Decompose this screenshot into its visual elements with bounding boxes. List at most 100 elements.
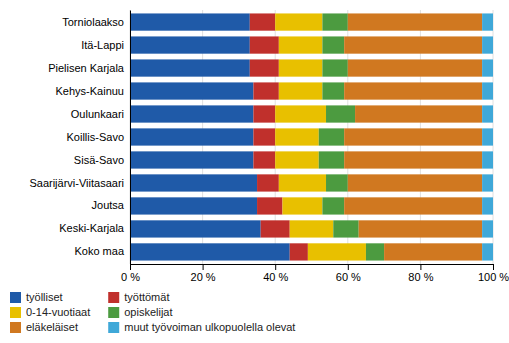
legend-label: muut työvoiman ulkopuolella olevat	[124, 321, 295, 333]
bar	[253, 151, 275, 168]
bar	[366, 243, 384, 260]
bar	[359, 220, 482, 237]
series	[344, 13, 482, 260]
bar	[275, 128, 319, 145]
bar	[333, 220, 358, 237]
grid-line	[130, 10, 131, 264]
bar	[482, 151, 493, 168]
series	[482, 13, 493, 260]
bar	[384, 243, 482, 260]
bar	[253, 82, 278, 99]
x-tick: 0 %	[121, 264, 140, 283]
bar	[130, 82, 253, 99]
bar	[130, 243, 290, 260]
legend-label: työlliset	[26, 291, 63, 303]
bar	[482, 105, 493, 122]
bar	[279, 174, 326, 191]
x-tick-label: 40 %	[263, 271, 288, 283]
bar	[279, 59, 323, 76]
bar	[482, 220, 493, 237]
y-tick: Koillis-Savo	[67, 131, 124, 143]
y-tick-label: Pielisen Karjala	[48, 62, 125, 74]
x-tick: 20 %	[191, 264, 216, 283]
y-tick-label: Itä-Lappi	[81, 39, 124, 51]
legend: työllisettyöttömät0-14-vuotiaatopiskelij…	[10, 291, 295, 333]
legend-swatch	[108, 307, 119, 318]
y-tick: Pielisen Karjala	[48, 62, 125, 74]
y-tick: Koko maa	[74, 245, 124, 257]
x-tick-mark	[130, 264, 131, 270]
y-tick-label: Sisä-Savo	[74, 154, 124, 166]
bar	[275, 13, 322, 30]
bar	[130, 105, 253, 122]
x-tick-mark	[348, 264, 349, 270]
y-tick-label: Koko maa	[74, 245, 124, 257]
x-axis: 0 % 20 % 40 % 60 % 80 % 100 %	[121, 264, 509, 283]
y-tick-label: Koillis-Savo	[67, 131, 124, 143]
bar	[130, 197, 257, 214]
bar	[344, 197, 482, 214]
y-tick-label: Torniolaakso	[62, 16, 124, 28]
bar	[322, 82, 344, 99]
bar	[275, 105, 326, 122]
legend-label: 0-14-vuotiaat	[26, 306, 90, 318]
y-tick: Torniolaakso	[62, 16, 124, 28]
bar	[130, 36, 250, 53]
y-tick-label: Keski-Karjala	[59, 222, 125, 234]
bar	[348, 59, 482, 76]
y-tick: Kehys-Kainuu	[56, 85, 125, 97]
y-tick: Oulunkaari	[71, 108, 124, 120]
grid	[130, 10, 493, 264]
series	[130, 13, 290, 260]
bar	[282, 197, 322, 214]
bar	[322, 197, 344, 214]
bar	[130, 128, 253, 145]
bar	[130, 174, 257, 191]
bar	[482, 82, 493, 99]
y-axis-line	[130, 11, 131, 265]
x-axis-line	[131, 265, 494, 271]
y-tick-label: Saarijärvi-Viitasaari	[29, 176, 124, 188]
x-tick-label: 0 %	[121, 271, 140, 283]
bar	[326, 174, 348, 191]
legend-label: työttömät	[124, 291, 169, 303]
bar	[279, 82, 323, 99]
x-tick-label: 100 %	[478, 271, 509, 283]
y-tick-label: Kehys-Kainuu	[56, 85, 125, 97]
bar	[130, 220, 261, 237]
bar	[322, 13, 347, 30]
x-tick-label: 60 %	[336, 271, 361, 283]
bar	[253, 128, 275, 145]
legend-item: 0-14-vuotiaat	[10, 306, 90, 318]
bar	[250, 36, 279, 53]
bar	[130, 13, 250, 30]
x-tick: 60 %	[336, 264, 361, 283]
bar	[482, 13, 493, 30]
x-tick: 80 %	[408, 264, 433, 283]
legend-swatch	[108, 322, 119, 333]
y-tick: Itä-Lappi	[81, 39, 124, 51]
bar	[344, 151, 482, 168]
bar	[319, 151, 344, 168]
bar	[482, 174, 493, 191]
bar	[250, 59, 279, 76]
x-tick-mark	[420, 264, 421, 270]
legend-item: eläkeläiset	[10, 321, 78, 333]
x-tick-mark	[275, 264, 276, 270]
chart: 0 % 20 % 40 % 60 % 80 % 100 % Torniolaakso Itä-…	[0, 0, 509, 343]
bar	[308, 243, 366, 260]
x-tick-mark	[203, 264, 204, 270]
bar	[250, 13, 275, 30]
legend-swatch	[108, 292, 119, 303]
x-tick-mark	[493, 264, 494, 270]
bar	[482, 197, 493, 214]
legend-swatch	[10, 322, 21, 333]
x-tick-label: 80 %	[408, 271, 433, 283]
legend-item: työlliset	[10, 291, 63, 303]
bar	[322, 59, 347, 76]
bar	[275, 151, 319, 168]
y-tick: Sisä-Savo	[74, 154, 124, 166]
y-tick-label: Joutsa	[92, 199, 125, 211]
bar	[322, 36, 344, 53]
legend-item: työttömät	[108, 291, 169, 303]
